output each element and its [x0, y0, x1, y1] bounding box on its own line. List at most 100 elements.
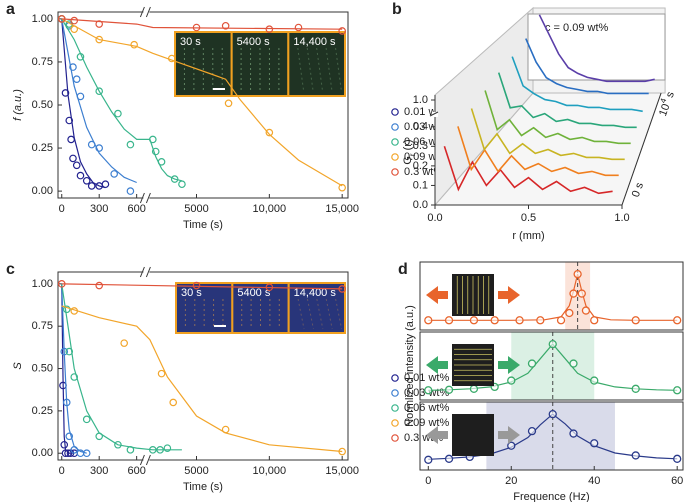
- data-point: [114, 109, 122, 118]
- data-point: [548, 409, 557, 419]
- y-tick-label: 0.3: [413, 140, 428, 152]
- data-point: [149, 446, 157, 454]
- data-point: [70, 373, 79, 381]
- y-tick-label: 1.00: [32, 13, 53, 25]
- y-tick-label: 0.1: [413, 179, 428, 191]
- inset-label: 5400 s: [237, 36, 271, 48]
- axis-break-mark: [139, 266, 145, 278]
- data-point: [65, 347, 74, 356]
- data-point: [95, 87, 104, 96]
- data-point: [490, 316, 499, 325]
- data-point: [569, 429, 578, 438]
- data-point: [65, 116, 74, 125]
- data-point: [527, 426, 537, 436]
- data-point: [515, 316, 524, 325]
- y-tick-label: 0.00: [32, 185, 53, 197]
- legend-marker: [391, 434, 399, 442]
- data-point: [126, 446, 135, 454]
- axis-break-gap: [143, 196, 150, 200]
- data-point: [69, 154, 77, 163]
- data-point: [157, 369, 166, 378]
- panel-letter: a: [6, 1, 15, 18]
- data-point: [224, 99, 233, 108]
- data-point: [72, 75, 81, 83]
- data-point: [221, 21, 230, 30]
- inset-label: 5400 s: [237, 287, 271, 299]
- data-point: [126, 187, 135, 195]
- y-tick-label: 0.4: [413, 121, 428, 133]
- arrow: [426, 356, 448, 374]
- axis-break-mark: [145, 6, 151, 18]
- data-point: [548, 339, 557, 349]
- data-point: [631, 451, 640, 460]
- data-point: [444, 316, 454, 325]
- data-point: [221, 425, 230, 434]
- fit-line: [61, 283, 182, 451]
- data-point: [265, 25, 274, 34]
- data-point: [60, 440, 69, 449]
- x-axis-label: Time (s): [183, 481, 223, 493]
- data-point: [157, 158, 166, 166]
- plot-frame: [419, 261, 684, 331]
- y-tick-label: 1.00: [32, 278, 53, 290]
- y-tick-label: 0.25: [32, 142, 53, 154]
- data-point: [573, 269, 582, 279]
- inset-texture: [335, 298, 343, 330]
- inset-image: [287, 282, 346, 334]
- data-point: [590, 376, 599, 385]
- data-point: [192, 23, 201, 32]
- axis-break-gap: [432, 112, 438, 117]
- inset-label: 30 s: [180, 36, 201, 48]
- data-point: [120, 339, 128, 347]
- data-point: [57, 15, 66, 23]
- data-point: [70, 25, 79, 34]
- data-point: [76, 52, 85, 61]
- data-point: [444, 385, 454, 394]
- data-point: [101, 180, 110, 189]
- y-axis-label: Normlized intensity (a.u.): [404, 305, 416, 427]
- data-point: [114, 440, 122, 449]
- data-point: [424, 386, 433, 395]
- data-point: [569, 289, 578, 298]
- data-point: [673, 454, 682, 463]
- depth-label: 0 s: [630, 181, 646, 199]
- data-point: [590, 439, 599, 448]
- fit-line: [61, 283, 87, 454]
- data-point: [673, 386, 682, 395]
- legend-label: 0.01 wt%: [404, 372, 449, 384]
- data-point: [95, 144, 104, 152]
- x-tick-label: 5000: [184, 203, 208, 215]
- y-tick-label: 0.0: [413, 199, 428, 211]
- x-tick-label: 0: [425, 475, 431, 487]
- fit-line: [61, 283, 343, 290]
- data-point: [444, 454, 454, 463]
- inset-label: 30 s: [181, 287, 202, 299]
- fit-line: [61, 18, 106, 189]
- legend-label: 0.3 wt%: [404, 166, 443, 178]
- data-point: [631, 384, 640, 393]
- data-point: [67, 135, 75, 144]
- x-tick-label: 300: [90, 203, 108, 215]
- annotation-box: [527, 13, 666, 81]
- inset-image: [452, 414, 494, 456]
- x-tick-label: 0.5: [521, 212, 536, 224]
- inset-label: 14,400 s: [294, 287, 337, 299]
- legend-marker: [391, 138, 399, 146]
- axis-break-mark: [139, 192, 145, 204]
- plot-frame: [419, 331, 684, 401]
- y-tick-label: 0.50: [32, 99, 53, 111]
- depth-label-part: 4: [658, 96, 668, 104]
- data-point: [469, 316, 479, 325]
- data-point: [169, 398, 178, 407]
- x-axis-label: Time (s): [183, 219, 223, 231]
- distribution-curve: [497, 72, 637, 129]
- data-point: [69, 63, 77, 71]
- data-point: [76, 92, 85, 101]
- data-point: [556, 316, 566, 325]
- legend-marker: [391, 123, 399, 131]
- data-point: [338, 183, 346, 192]
- x-tick-label: 600: [127, 203, 145, 215]
- panel-letter: b: [392, 1, 402, 18]
- inset-label: 14,400 s: [293, 36, 336, 48]
- y-tick-label: 0.75: [32, 56, 53, 68]
